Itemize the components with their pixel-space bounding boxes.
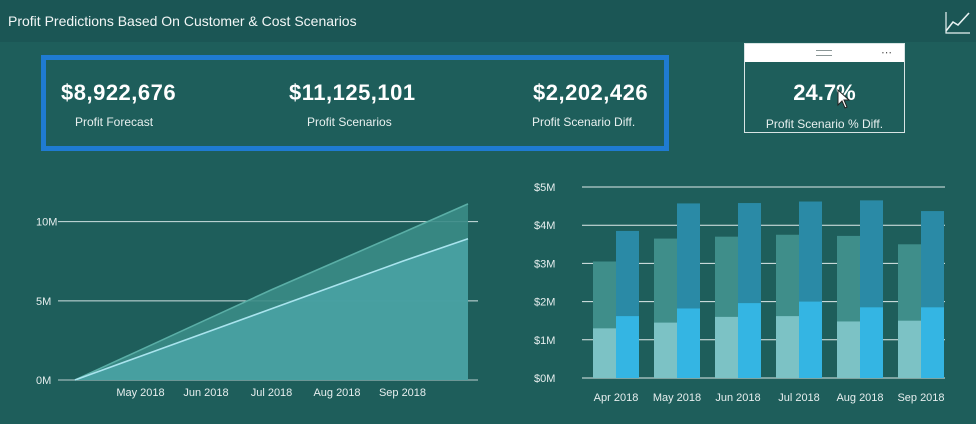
x-tick-label: May 2018 xyxy=(116,387,164,399)
y-tick-label: $3M xyxy=(534,258,555,270)
bar-segment xyxy=(860,307,883,378)
bar-segment xyxy=(799,301,822,378)
mouse-cursor-icon xyxy=(837,89,851,109)
y-tick-label: $0M xyxy=(534,373,555,385)
x-tick-label: Jul 2018 xyxy=(778,392,820,404)
line-series-1 xyxy=(74,203,469,381)
bar-segment xyxy=(654,322,677,378)
pct-diff-card[interactable]: ⋯ 24.7% Profit Scenario % Diff. xyxy=(744,43,905,133)
x-tick-label: Jun 2018 xyxy=(715,392,760,404)
x-tick-label: Jul 2018 xyxy=(251,387,293,399)
drag-handle-icon[interactable] xyxy=(816,50,832,56)
kpi-value: $11,125,101 xyxy=(289,80,416,105)
kpi-label: Profit Scenarios xyxy=(307,115,392,129)
line-chart-icon[interactable] xyxy=(944,8,972,36)
bar-segment xyxy=(715,316,738,378)
visual-header: ⋯ xyxy=(745,44,904,62)
x-tick-label: Jun 2018 xyxy=(183,387,228,399)
y-tick-label: $2M xyxy=(534,297,555,309)
x-tick-label: Apr 2018 xyxy=(594,392,639,404)
bar-segment xyxy=(616,316,639,378)
y-tick-label: $5M xyxy=(534,182,555,194)
kpi-value: $8,922,676 xyxy=(61,80,177,105)
y-tick-label: $4M xyxy=(534,220,555,232)
x-tick-label: Sep 2018 xyxy=(897,392,944,404)
kpi-label: Profit Forecast xyxy=(75,115,154,129)
title-bar xyxy=(0,0,976,42)
bar-segment xyxy=(898,320,921,378)
bar-segment xyxy=(593,328,616,378)
bar-segment xyxy=(776,316,799,378)
y-tick-label: 5M xyxy=(36,296,51,308)
bar-segment xyxy=(921,307,944,378)
line-series-2 xyxy=(74,237,469,381)
bar-segment xyxy=(837,321,860,378)
kpi-value: $2,202,426 xyxy=(533,80,649,105)
x-tick-label: May 2018 xyxy=(653,392,701,404)
y-tick-label: 0M xyxy=(36,375,51,387)
pct-diff-label: Profit Scenario % Diff. xyxy=(765,117,884,131)
kpi-card-group[interactable]: $8,922,676 Profit Forecast $11,125,101 P… xyxy=(41,55,669,151)
y-tick-label: $1M xyxy=(534,335,555,347)
pct-diff-value: 24.7% xyxy=(793,80,856,105)
bar-segment xyxy=(677,308,700,378)
y-tick-label: 10M xyxy=(36,217,57,229)
x-tick-label: Aug 2018 xyxy=(313,387,360,399)
monthly-profit-bar-chart[interactable]: $0M $1M $2M $3M $4M $5M Apr 2018 May 2018 Jun 20… xyxy=(500,170,976,410)
page-title: Profit Predictions Based On Customer & C… xyxy=(8,13,357,29)
bar-segment xyxy=(738,303,761,378)
cumulative-profit-area-chart[interactable]: 0M 5M 10M May 2018 Jun 2018 Jul 2018 Aug 2018 S… xyxy=(0,170,490,410)
x-tick-label: Sep 2018 xyxy=(379,387,426,399)
x-tick-label: Aug 2018 xyxy=(836,392,883,404)
more-options-icon[interactable]: ⋯ xyxy=(881,47,893,59)
kpi-label: Profit Scenario Diff. xyxy=(532,115,636,129)
